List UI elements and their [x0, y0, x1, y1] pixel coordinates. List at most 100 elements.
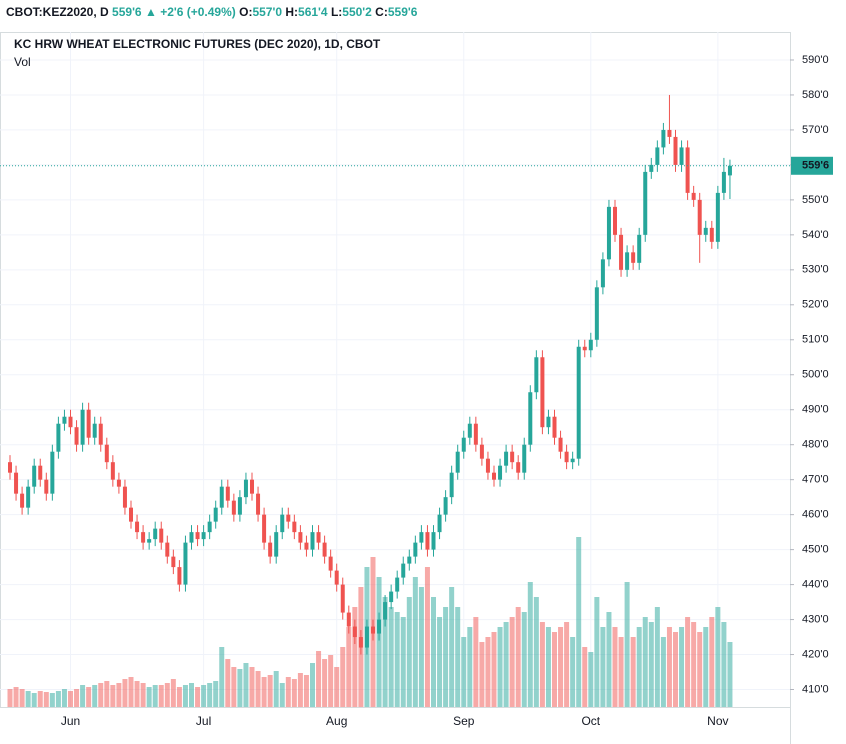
volume-bar [201, 685, 207, 707]
last-price-label: 559'6 [802, 160, 829, 172]
candle-body [546, 416, 551, 428]
volume-bar [219, 647, 225, 707]
ohlc-value: 557'0 [252, 5, 282, 19]
candle-body [667, 129, 672, 137]
volume-bar [721, 622, 727, 707]
candle-layer [8, 94, 732, 655]
candle-body [201, 532, 206, 540]
volume-bar [648, 622, 654, 707]
volume-bar [497, 627, 503, 707]
volume-bar [13, 687, 19, 707]
volume-bar [316, 651, 322, 707]
candle-body [582, 346, 587, 351]
volume-bar [189, 683, 194, 707]
volume-bar [110, 685, 116, 707]
ohlc-value: 561'4 [298, 5, 328, 19]
volume-bar [576, 537, 582, 707]
volume-bar [74, 689, 80, 707]
candle-body [280, 514, 285, 533]
candle-body [534, 357, 539, 393]
x-tick-label: Aug [326, 714, 347, 728]
candle-body [419, 532, 424, 543]
volume-bar [618, 637, 624, 707]
volume-bar [340, 647, 346, 707]
candle-body [377, 619, 382, 634]
volume-bar [176, 687, 182, 707]
candle-body [98, 423, 103, 445]
y-tick-label: 450'0 [802, 544, 829, 556]
candle-body [110, 462, 115, 480]
volume-bar [461, 637, 467, 707]
volume-bar [691, 622, 697, 707]
candle-body [262, 514, 267, 543]
candle-body [358, 637, 363, 648]
candle-body [346, 612, 351, 627]
candle-body [86, 409, 91, 438]
volume-bar [545, 627, 551, 707]
volume-bar [509, 617, 515, 707]
candle-body [268, 542, 273, 557]
candle-body [237, 497, 242, 515]
volume-bar [600, 627, 606, 707]
volume-bar [164, 683, 170, 707]
volume-bar [285, 677, 291, 707]
candle-body [153, 528, 158, 540]
volume-bar [195, 687, 201, 707]
volume-bar [376, 577, 382, 707]
candle-body [522, 444, 527, 473]
y-tick-label: 440'0 [802, 578, 829, 590]
candle-body [225, 486, 230, 501]
symbol: CBOT:KEZ2020, D [6, 5, 109, 19]
candle-body [68, 416, 73, 428]
y-tick-label: 420'0 [802, 648, 829, 660]
y-tick-label: 460'0 [802, 509, 829, 521]
candle-body [141, 532, 146, 543]
candle-body [504, 451, 509, 466]
volume-bar [449, 587, 455, 707]
volume-bar [80, 685, 86, 707]
candle-body [709, 227, 714, 242]
candle-body [492, 472, 496, 480]
candle-body [171, 556, 176, 568]
volume-bar [116, 683, 122, 707]
volume-bar [25, 691, 31, 707]
candle-body [455, 451, 460, 473]
candle-body [594, 287, 599, 340]
candle-body [588, 339, 593, 351]
candle-body [516, 462, 521, 473]
volume-bar [334, 667, 340, 707]
ohlc-value: 550'2 [342, 5, 372, 19]
candle-body [461, 437, 466, 452]
volume-bar [588, 652, 594, 707]
candle-body [721, 171, 726, 193]
volume-bar [182, 685, 188, 707]
candle-body [62, 416, 67, 424]
volume-bar [146, 687, 152, 707]
volume-bar [606, 612, 612, 707]
y-tick-label: 550'0 [802, 194, 829, 206]
volume-bar [570, 637, 576, 707]
volume-bar [564, 622, 570, 707]
volume-bar [170, 679, 176, 707]
candle-body [80, 409, 85, 445]
candle-body [467, 423, 472, 438]
candle-body [352, 626, 357, 638]
y-tick-label: 530'0 [802, 264, 829, 276]
candle-body [219, 486, 224, 508]
candle-body [316, 532, 321, 543]
up-arrow: ▲ [145, 5, 157, 19]
candle-body [26, 486, 31, 508]
candle-body [431, 532, 436, 550]
volume-bar [297, 673, 303, 707]
candle-body [637, 234, 642, 263]
candle-body [44, 479, 49, 494]
candle-body [177, 567, 182, 585]
candle-body [195, 532, 200, 540]
y-tick-label: 510'0 [802, 334, 829, 346]
volume-bar [255, 671, 261, 707]
x-tick-label: Nov [707, 714, 728, 728]
candle-body [552, 416, 557, 438]
volume-bar [558, 627, 564, 707]
volume-label: Vol [14, 55, 31, 69]
candle-body [425, 532, 430, 550]
